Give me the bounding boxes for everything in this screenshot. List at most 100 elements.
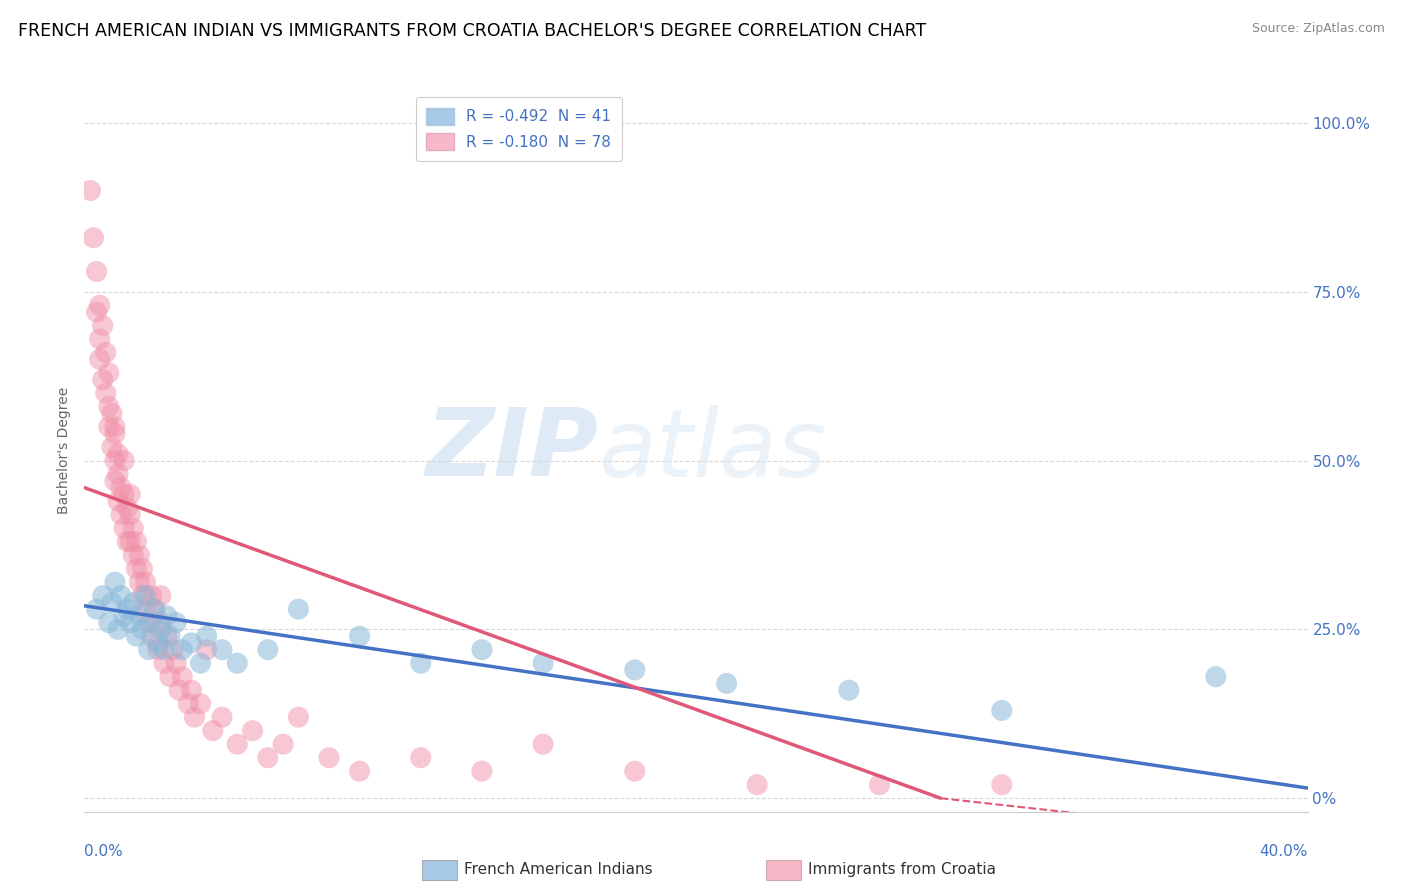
Point [471,764,494,779]
Point [991,778,1014,792]
Point [190,656,212,670]
Point [624,764,647,779]
Point [112,608,135,623]
Point [180,636,202,650]
Point [271,737,294,751]
Point [115,534,138,549]
Point [159,629,181,643]
Point [195,642,218,657]
Point [112,487,135,501]
Point [104,426,127,441]
Point [115,602,138,616]
Point [165,656,187,670]
Point [110,508,132,522]
Point [135,589,157,603]
Point [97,615,120,630]
Point [79,184,101,198]
Point [531,737,554,751]
Point [112,453,135,467]
Point [104,420,127,434]
Point [86,305,108,319]
Point [257,642,280,657]
Point [89,352,111,367]
Point [146,636,169,650]
Point [869,778,891,792]
Point [149,615,172,630]
Point [110,481,132,495]
Point [180,683,202,698]
Point [83,231,105,245]
Point [141,629,163,643]
Point [149,589,172,603]
Point [128,548,150,562]
Point [107,494,129,508]
Point [128,575,150,590]
Point [531,656,554,670]
Point [104,453,127,467]
Text: French American Indians: French American Indians [464,863,652,877]
Point [115,500,138,515]
Point [138,642,160,657]
Point [120,487,142,501]
Point [128,608,150,623]
Point [91,589,114,603]
Point [101,406,124,420]
Point [91,318,114,333]
Point [287,710,309,724]
Point [138,615,160,630]
Text: Immigrants from Croatia: Immigrants from Croatia [808,863,997,877]
Point [201,723,224,738]
Point [747,778,769,792]
Point [122,521,145,535]
Point [211,710,233,724]
Point [86,264,108,278]
Point [165,615,187,630]
Point [153,656,176,670]
Point [195,629,218,643]
Point [143,602,166,616]
Point [143,602,166,616]
Point [122,595,145,609]
Point [94,345,117,359]
Point [257,750,280,764]
Point [97,366,120,380]
Point [211,642,233,657]
Point [349,764,371,779]
Point [107,467,129,481]
Point [624,663,647,677]
Point [242,723,264,738]
Point [167,683,190,698]
Point [162,642,184,657]
Text: Source: ZipAtlas.com: Source: ZipAtlas.com [1251,22,1385,36]
Point [120,534,142,549]
Point [409,656,432,670]
Point [172,642,194,657]
Point [172,670,194,684]
Point [101,595,124,609]
Point [97,420,120,434]
Text: 40.0%: 40.0% [1260,844,1308,859]
Point [838,683,860,698]
Point [125,534,148,549]
Point [318,750,340,764]
Point [104,575,127,590]
Point [190,697,212,711]
Point [183,710,205,724]
Point [1205,670,1227,684]
Point [409,750,432,764]
Point [287,602,309,616]
Point [107,623,129,637]
Point [94,386,117,401]
Point [156,629,179,643]
Point [135,602,157,616]
Point [226,737,249,751]
Point [153,642,176,657]
Point [91,373,114,387]
Point [156,608,179,623]
Point [110,589,132,603]
Text: atlas: atlas [598,405,827,496]
Legend: R = -0.492  N = 41, R = -0.180  N = 78: R = -0.492 N = 41, R = -0.180 N = 78 [416,97,621,161]
Point [125,561,148,575]
Point [159,670,181,684]
Point [131,561,153,575]
